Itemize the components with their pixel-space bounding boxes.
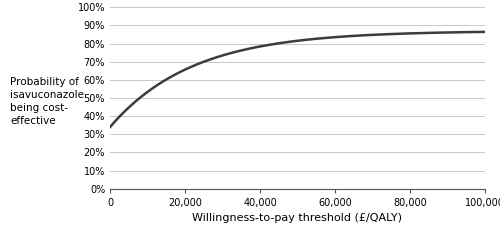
Text: Probability of
isavuconazole
being cost-
effective: Probability of isavuconazole being cost-… [10, 77, 84, 126]
X-axis label: Willingness-to-pay threshold (£/QALY): Willingness-to-pay threshold (£/QALY) [192, 213, 402, 223]
